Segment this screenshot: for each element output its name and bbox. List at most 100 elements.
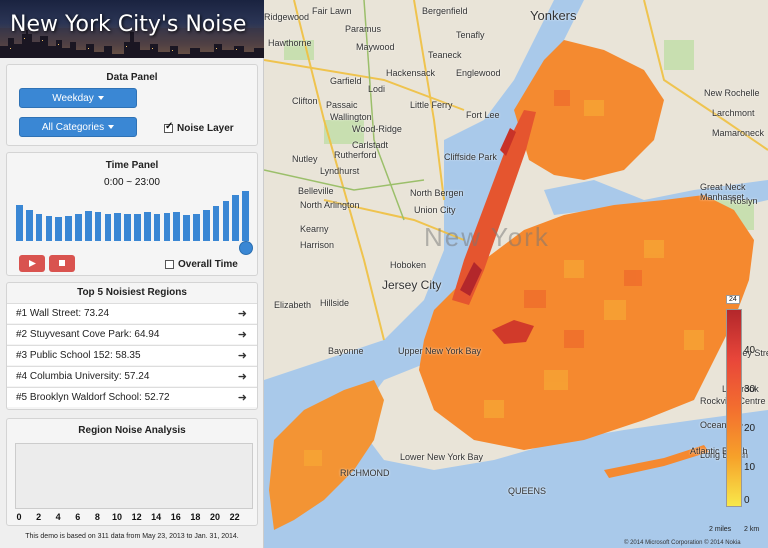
histogram-bar [183,215,190,241]
map-place-label: Atlantic Beach [690,446,748,456]
x-tick-label: 2 [36,512,42,522]
map-place-label: Cliffside Park [444,152,497,162]
noise-layer-label: Noise Layer [177,123,234,134]
legend-tick: 0 [744,495,750,506]
map-place-label: Larchmont [712,108,755,118]
map-place-label: Passaic [326,100,358,110]
stop-icon [59,260,65,266]
x-tick-label: 6 [75,512,81,522]
caret-down-icon [97,96,104,101]
time-range-label: 0:00 ~ 23:00 [104,177,160,188]
map-place-label: North Bergen [410,188,464,198]
region-item[interactable]: #3 Public School 152: 58.35 ➜ [7,345,257,365]
histogram-bar [153,213,161,241]
histogram-bar [202,210,210,241]
map-place-label: Nutley [292,154,318,164]
region-item[interactable]: #2 Stuyvesant Cove Park: 64.94 ➜ [7,324,257,344]
play-button[interactable] [19,255,45,272]
map-place-label: New Rochelle [704,88,760,98]
map-place-label: Upper New York Bay [398,346,482,356]
region-item[interactable]: #4 Columbia University: 57.24 ➜ [7,366,257,386]
histogram-bar [55,217,63,241]
category-select[interactable]: All Categories [19,117,137,137]
histogram-bar [65,216,72,241]
footer-note: This demo is based on 311 data from May … [25,533,239,540]
data-panel-title: Data Panel [106,72,158,83]
histogram-bar [104,213,112,241]
map-place-label: Fair Lawn [312,6,352,16]
category-select-label: All Categories [41,122,105,133]
map-place-label: Union City [414,205,456,215]
map-place-label: Bayonne [328,346,364,356]
map-place-label: Great Neck [700,182,746,192]
histogram-bar [242,191,249,241]
region-item-label: #3 Public School 152: 58.35 [16,350,141,361]
histogram-bar [114,213,122,241]
histogram-bar [16,205,23,241]
weekday-select-label: Weekday [52,93,94,104]
region-analysis-panel: Region Noise Analysis 0 2 4 6 8 10 12 14 16 18 20 2… [6,418,258,526]
x-tick-label: 22 [229,512,240,522]
region-analysis-title: Region Noise Analysis [78,425,186,436]
map-place-label: Rutherford [334,150,377,160]
region-item-label: #4 Columbia University: 57.24 [16,371,150,382]
legend-tick: 30 [744,384,756,395]
map-place-label: Elizabeth [274,300,312,310]
map-place-label: Little Ferry [410,100,453,110]
top-regions-panel: Top 5 Noisiest Regions #1 Wall Street: 7… [6,282,258,410]
region-item-label: #1 Wall Street: 73.24 [16,308,110,319]
map-place-label: Jersey City [382,278,442,292]
map-canvas [264,0,768,548]
noise-map[interactable]: Yonkers Bergenfield Fair Lawn Ridgewood Hawt… [264,0,768,548]
time-panel: Time Panel 0:00 ~ 23:00 Overall Time [6,152,258,276]
region-item[interactable]: #5 Brooklyn Waldorf School: 52.72 ➜ [7,387,257,407]
map-place-label: Long Beach [700,450,749,460]
map-place-label: Manhasset [700,192,745,202]
map-place-label: Tenafly [456,30,485,40]
arrow-right-icon: ➜ [237,329,247,341]
top-regions-title: Top 5 Noisiest Regions [77,287,187,298]
histogram-bar [222,201,230,241]
map-place-label: Yonkers [530,8,577,23]
data-panel: Data Panel Weekday All Categories Noise … [6,64,258,146]
app-title: New York City's Noise [10,12,247,37]
map-place-label: Clifton [292,96,318,106]
weekday-select[interactable]: Weekday [19,88,137,108]
map-place-label: Roslyn [730,196,758,206]
map-place-label: Bergenfield [422,6,468,16]
overall-time-checkbox[interactable]: Overall Time [165,259,238,270]
arrow-right-icon: ➜ [237,308,247,320]
histogram-bar [232,195,240,241]
skyline-image [0,28,264,58]
overall-time-label: Overall Time [178,259,238,270]
analysis-chart-area [15,443,253,509]
map-place-label: Valley Stream [728,348,768,358]
stop-button[interactable] [49,255,75,272]
map-place-label: Teaneck [428,50,462,60]
histogram-bar [163,213,171,241]
x-tick-label: 20 [209,512,221,522]
map-place-label: Harrison [300,240,335,250]
x-tick-label: 0 [16,512,22,522]
arrow-right-icon: ➜ [237,392,247,404]
time-slider-handle[interactable] [239,241,253,255]
arrow-right-icon: ➜ [237,350,247,362]
map-place-label: Kearny [300,224,329,234]
map-place-label: Garfield [330,76,362,86]
time-histogram[interactable] [15,189,251,241]
map-place-label: Ridgewood [264,12,310,22]
histogram-bar [212,206,220,241]
region-item[interactable]: #1 Wall Street: 73.24 ➜ [7,303,257,323]
map-copyright: © 2014 Microsoft Corporation © 2014 Noki… [624,540,741,546]
region-item-label: #2 Stuyvesant Cove Park: 64.94 [16,329,160,340]
map-place-label: Carlstadt [352,140,389,150]
x-tick-label: 18 [190,512,201,522]
x-tick-label: 12 [131,512,142,522]
x-tick-label: 8 [94,512,100,522]
map-place-label: Hoboken [390,260,427,270]
x-tick-label: 10 [111,512,123,522]
histogram-bar [143,212,151,241]
histogram-bar [75,213,82,241]
map-place-label: Mamaroneck [712,128,765,138]
noise-layer-checkbox[interactable]: Noise Layer [164,121,234,134]
